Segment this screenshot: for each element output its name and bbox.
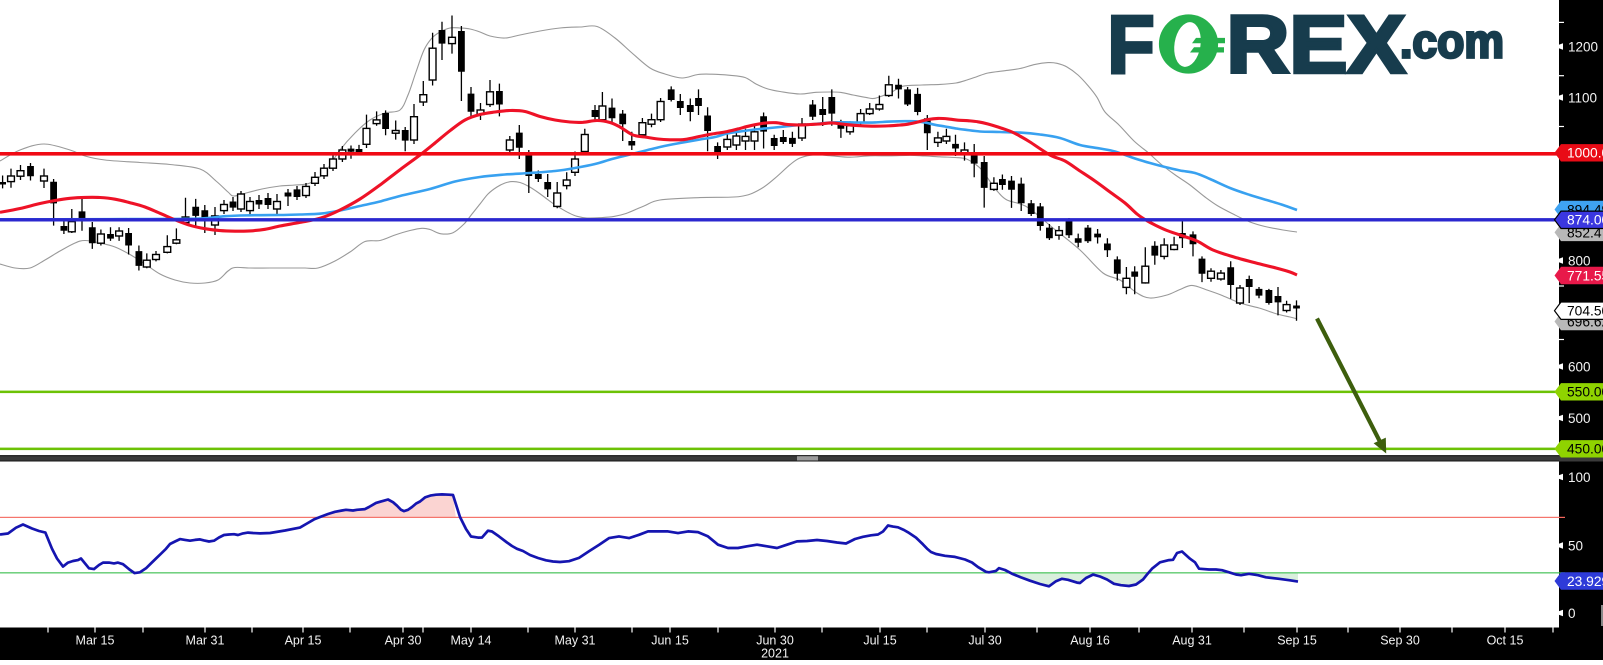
svg-text:800: 800 xyxy=(1568,253,1591,268)
svg-text:Jun 30: Jun 30 xyxy=(756,634,794,648)
svg-text:Jul 15: Jul 15 xyxy=(863,634,896,648)
svg-text:450.00: 450.00 xyxy=(1567,442,1603,457)
svg-text:.com: .com xyxy=(1400,15,1504,68)
svg-text:771.55: 771.55 xyxy=(1567,268,1603,283)
svg-text:Aug 31: Aug 31 xyxy=(1172,634,1212,648)
svg-text:Mar 31: Mar 31 xyxy=(186,634,225,648)
svg-text:May 14: May 14 xyxy=(451,634,492,648)
svg-text:600: 600 xyxy=(1568,359,1591,374)
svg-text:2021: 2021 xyxy=(761,647,789,661)
svg-text:Mar 15: Mar 15 xyxy=(76,634,115,648)
svg-text:Apr 30: Apr 30 xyxy=(385,634,422,648)
svg-text:Jul 30: Jul 30 xyxy=(968,634,1001,648)
svg-text:550.00: 550.00 xyxy=(1567,385,1603,400)
svg-text:0: 0 xyxy=(1568,606,1576,621)
svg-text:100: 100 xyxy=(1568,470,1591,485)
svg-text:F: F xyxy=(1108,0,1155,91)
svg-text:Aug 16: Aug 16 xyxy=(1070,634,1110,648)
svg-text:1100: 1100 xyxy=(1568,90,1597,105)
svg-text:1200: 1200 xyxy=(1568,39,1598,54)
svg-text:Jun 15: Jun 15 xyxy=(651,634,689,648)
svg-text:874.00: 874.00 xyxy=(1567,213,1603,228)
svg-text:May 31: May 31 xyxy=(555,634,596,648)
svg-text:REX: REX xyxy=(1227,0,1406,91)
svg-text:50: 50 xyxy=(1568,538,1583,553)
svg-text:23.929: 23.929 xyxy=(1567,574,1603,589)
svg-text:Sep 30: Sep 30 xyxy=(1380,634,1420,648)
svg-text:Apr 15: Apr 15 xyxy=(285,634,322,648)
svg-text:1000.00: 1000.00 xyxy=(1567,146,1603,161)
svg-text:704.50: 704.50 xyxy=(1567,304,1603,319)
svg-text:Sep 15: Sep 15 xyxy=(1277,634,1317,648)
svg-text:Oct 15: Oct 15 xyxy=(1487,634,1524,648)
svg-text:500: 500 xyxy=(1568,411,1591,426)
